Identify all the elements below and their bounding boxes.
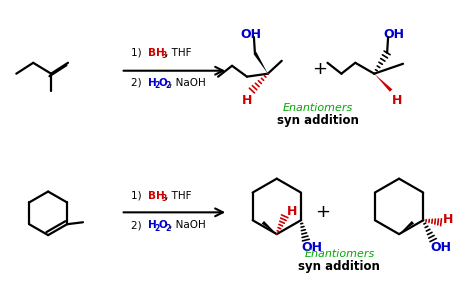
Text: H: H (147, 78, 156, 88)
Text: 2: 2 (165, 224, 171, 233)
Text: H: H (242, 94, 252, 107)
Text: 3: 3 (162, 194, 167, 203)
Text: O: O (158, 220, 167, 230)
Text: 2): 2) (131, 78, 145, 88)
Text: 2: 2 (165, 81, 171, 90)
Text: syn addition: syn addition (277, 114, 358, 127)
Text: H: H (443, 213, 453, 226)
Text: BH: BH (147, 190, 164, 201)
Text: 3: 3 (162, 51, 167, 60)
Text: +: + (315, 203, 330, 221)
Text: 2: 2 (155, 224, 160, 233)
Polygon shape (374, 74, 392, 92)
Text: OH: OH (301, 242, 322, 255)
Text: , NaOH: , NaOH (169, 220, 206, 230)
Text: +: + (312, 60, 327, 78)
Polygon shape (262, 221, 277, 234)
Text: Enantiomers: Enantiomers (283, 103, 353, 113)
Text: , THF: , THF (165, 48, 192, 58)
Text: syn addition: syn addition (299, 260, 380, 273)
Text: OH: OH (383, 27, 405, 40)
Text: H: H (147, 220, 156, 230)
Text: H: H (392, 94, 402, 107)
Text: Enantiomers: Enantiomers (304, 249, 374, 259)
Text: BH: BH (147, 48, 164, 58)
Text: O: O (158, 78, 167, 88)
Polygon shape (399, 221, 414, 234)
Text: OH: OH (430, 242, 452, 255)
Text: 1): 1) (131, 190, 145, 201)
Text: , NaOH: , NaOH (169, 78, 206, 88)
Text: 1): 1) (131, 48, 145, 58)
Text: 2: 2 (155, 81, 160, 90)
Text: OH: OH (240, 27, 262, 40)
Polygon shape (254, 52, 268, 74)
Text: H: H (286, 205, 297, 218)
Text: 2): 2) (131, 220, 145, 230)
Text: , THF: , THF (165, 190, 192, 201)
